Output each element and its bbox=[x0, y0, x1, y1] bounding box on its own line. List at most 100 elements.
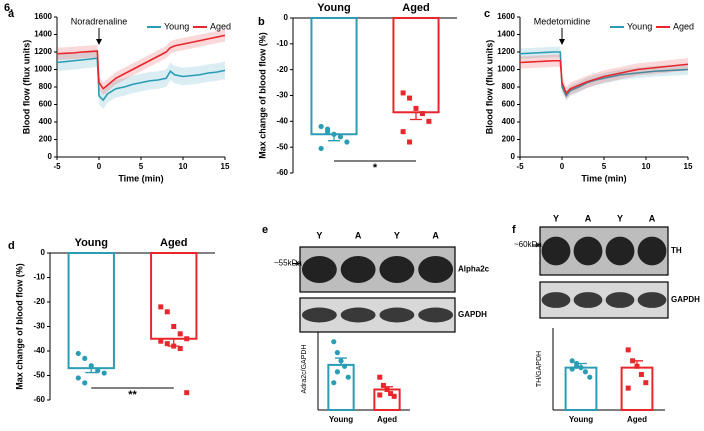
data-point bbox=[342, 363, 348, 369]
annotation: Noradrenaline bbox=[71, 16, 128, 26]
data-point bbox=[388, 391, 394, 397]
data-point bbox=[331, 380, 337, 386]
x-tick-label: Aged bbox=[402, 2, 430, 14]
y-tick-label: 0 bbox=[48, 152, 53, 161]
y-tick-label: 200 bbox=[502, 135, 516, 144]
line bbox=[519, 51, 689, 98]
data-point bbox=[338, 358, 344, 364]
data-point bbox=[582, 369, 589, 375]
lane-label: Y bbox=[316, 230, 322, 240]
data-point bbox=[184, 336, 190, 342]
x-tick-label: -5 bbox=[53, 162, 61, 171]
x-tick-label: 0 bbox=[97, 162, 102, 171]
data-point bbox=[345, 374, 351, 380]
data-point bbox=[164, 341, 170, 347]
data-point bbox=[331, 131, 337, 137]
y-tick-label: 0 bbox=[284, 13, 289, 22]
data-point bbox=[643, 380, 649, 386]
y-tick-label: -10 bbox=[33, 273, 45, 282]
y-tick-label: 600 bbox=[39, 100, 53, 109]
bar bbox=[564, 366, 598, 411]
data-point bbox=[630, 358, 636, 364]
blot-band bbox=[301, 256, 337, 283]
data-point bbox=[184, 390, 190, 396]
blot-band bbox=[605, 292, 635, 308]
data-point bbox=[171, 343, 177, 349]
y-axis-label: Max change of blood flow (%) bbox=[257, 32, 267, 159]
size-arrow bbox=[292, 261, 300, 266]
x-tick-label: 5 bbox=[139, 162, 144, 171]
panel-label: e bbox=[262, 224, 268, 236]
data-point bbox=[391, 393, 397, 399]
bar bbox=[327, 363, 355, 411]
blot-band bbox=[637, 236, 667, 266]
y-tick-label: 1200 bbox=[497, 47, 515, 56]
data-point bbox=[569, 358, 575, 364]
y-axis-label: Max change of blood flow (%) bbox=[14, 263, 24, 390]
data-point bbox=[318, 123, 324, 130]
blot-band bbox=[379, 256, 415, 283]
blot-band bbox=[541, 236, 571, 266]
x-tick-label: 15 bbox=[221, 162, 230, 171]
data-point bbox=[164, 309, 170, 315]
x-tick-label: -5 bbox=[516, 162, 524, 171]
blot-band bbox=[418, 307, 454, 323]
lane-label: Y bbox=[394, 230, 400, 240]
x-tick-label: Aged bbox=[627, 415, 647, 424]
y-tick-label: 1400 bbox=[34, 30, 52, 39]
data-point bbox=[88, 363, 94, 369]
y-tick-label: 200 bbox=[39, 135, 53, 144]
blot-row-label: TH bbox=[671, 246, 682, 255]
x-tick-label: Young bbox=[329, 415, 353, 424]
x-tick-label: Young bbox=[317, 2, 350, 14]
y-tick-label: 1000 bbox=[34, 65, 52, 74]
x-tick-label: 10 bbox=[179, 162, 188, 171]
y-tick-label: -20 bbox=[33, 297, 45, 306]
y-tick-label: 600 bbox=[502, 100, 516, 109]
y-tick-label: 400 bbox=[502, 117, 516, 126]
y-tick-label: 800 bbox=[502, 82, 516, 91]
y-tick-label: 1200 bbox=[34, 47, 52, 56]
annotation: Medetomidine bbox=[534, 16, 591, 26]
legend-label: Aged bbox=[673, 21, 694, 31]
y-axis-label: Blood flow (flux units) bbox=[21, 40, 31, 134]
panel-label: c bbox=[484, 8, 490, 20]
data-point bbox=[75, 375, 81, 381]
significance: * bbox=[373, 162, 378, 174]
arrow-head bbox=[559, 39, 565, 45]
blot-band bbox=[573, 292, 603, 308]
lane-label: A bbox=[585, 213, 592, 223]
y-tick-label: 800 bbox=[39, 82, 53, 91]
data-point bbox=[337, 134, 344, 140]
significance: ** bbox=[128, 389, 137, 401]
data-point bbox=[634, 363, 640, 369]
blot-band bbox=[541, 292, 571, 308]
size-marker: ~55kDa bbox=[274, 259, 302, 268]
x-axis-label: Time (min) bbox=[581, 173, 626, 183]
blot-band bbox=[301, 307, 337, 323]
data-point bbox=[331, 339, 337, 345]
bar bbox=[392, 17, 440, 114]
y-tick-label: 1600 bbox=[34, 12, 52, 21]
y-axis-label: Blood flow (flux units) bbox=[484, 40, 494, 134]
lane-label: Y bbox=[553, 213, 559, 223]
lane-label: A bbox=[432, 230, 439, 240]
y-tick-label: 1000 bbox=[497, 65, 515, 74]
blot-band bbox=[379, 307, 415, 323]
data-point bbox=[82, 355, 88, 361]
panel-label: f bbox=[512, 224, 516, 236]
data-point bbox=[158, 338, 164, 344]
panel-label: a bbox=[8, 8, 15, 20]
y-tick-label: -50 bbox=[33, 371, 45, 380]
data-point bbox=[380, 382, 386, 388]
x-tick-label: Young bbox=[75, 237, 108, 249]
panel-label: b bbox=[258, 16, 265, 28]
y-tick-label: -10 bbox=[276, 39, 288, 48]
arrow-head bbox=[96, 39, 102, 45]
line bbox=[519, 59, 689, 95]
data-point bbox=[625, 347, 631, 353]
size-arrow bbox=[532, 242, 540, 248]
data-point bbox=[101, 370, 107, 376]
blot-band bbox=[418, 256, 454, 283]
